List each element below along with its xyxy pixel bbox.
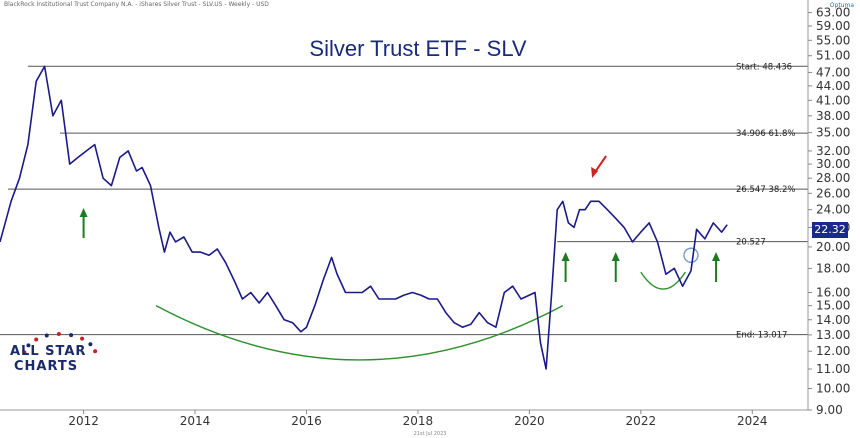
y-tick-label: 44.00 [816, 79, 850, 93]
x-tick-label: 2022 [626, 414, 657, 428]
up-arrow-head [561, 252, 570, 261]
chart-date: 21st Jul 2023 [413, 431, 447, 437]
logo-star [88, 342, 93, 347]
up-arrow-head [712, 252, 721, 261]
price-line [0, 65, 728, 370]
logo-line-2: CHARTS [14, 359, 79, 374]
x-tick-label: 2014 [180, 414, 211, 428]
chart-title: Silver Trust ETF - SLV [309, 36, 527, 61]
logo-star [80, 336, 85, 341]
y-tick-label: 63.00 [816, 6, 850, 20]
star-arc-icon [22, 332, 98, 355]
y-tick-label: 51.00 [816, 49, 850, 63]
logo-star [44, 333, 49, 338]
level-label: 26.547 38.2% [736, 185, 795, 195]
logo-star [93, 349, 98, 354]
level-label: 20.527 [736, 238, 766, 248]
y-tick-label: 24.00 [816, 203, 850, 217]
x-tick-label: 2012 [68, 414, 99, 428]
y-tick-label: 41.00 [816, 93, 850, 107]
y-tick-label: 20.00 [816, 240, 850, 254]
x-tick-label: 2020 [514, 414, 545, 428]
down-arrow-shaft [594, 155, 607, 173]
logo-line-1: ALL STAR [10, 344, 87, 359]
logo-star [34, 337, 39, 342]
y-tick-label: 10.00 [816, 381, 850, 395]
last-price-badge: 22.32 [812, 222, 848, 238]
y-tick-label: 38.00 [816, 109, 850, 123]
down-arrow-head [591, 167, 599, 178]
x-tick-label: 2024 [737, 414, 768, 428]
logo-star [22, 350, 27, 355]
y-tick-label: 11.00 [816, 362, 850, 376]
y-tick-label: 13.00 [816, 328, 850, 342]
y-tick-label: 30.00 [816, 157, 850, 171]
y-tick-label: 12.00 [816, 344, 850, 358]
y-tick-label: 14.00 [816, 313, 850, 327]
logo-star [69, 333, 74, 338]
base-arc [155, 305, 564, 361]
chart-source: BlackRock Institutional Trust Company N.… [4, 1, 269, 8]
y-tick-label: 15.00 [816, 299, 850, 313]
y-tick-label: 32.00 [816, 144, 850, 158]
highlight-circle [683, 247, 699, 263]
level-label: End: 13.017 [736, 331, 787, 341]
y-tick-label: 16.00 [816, 285, 850, 299]
y-tick-label: 55.00 [816, 33, 850, 47]
up-arrow-head [79, 208, 88, 217]
y-tick-label: 26.00 [816, 186, 850, 200]
brand-label: Optuma [829, 2, 854, 9]
y-tick-label: 9.00 [816, 403, 843, 417]
x-tick-label: 2016 [291, 414, 322, 428]
y-tick-label: 47.00 [816, 65, 850, 79]
y-tick-label: 35.00 [816, 126, 850, 140]
small-arc [640, 271, 686, 290]
level-label: Start: 48.436 [736, 62, 792, 72]
y-tick-label: 59.00 [816, 19, 850, 33]
x-tick-label: 2018 [403, 414, 434, 428]
logo-star [26, 343, 31, 348]
logo-star [56, 332, 61, 337]
level-label: 34.906 61.8% [736, 129, 795, 139]
y-tick-label: 18.00 [816, 261, 850, 275]
all-star-charts-logo: ALL STAR CHARTS [10, 330, 110, 380]
up-arrow-head [611, 252, 620, 261]
y-tick-label: 28.00 [816, 171, 850, 185]
